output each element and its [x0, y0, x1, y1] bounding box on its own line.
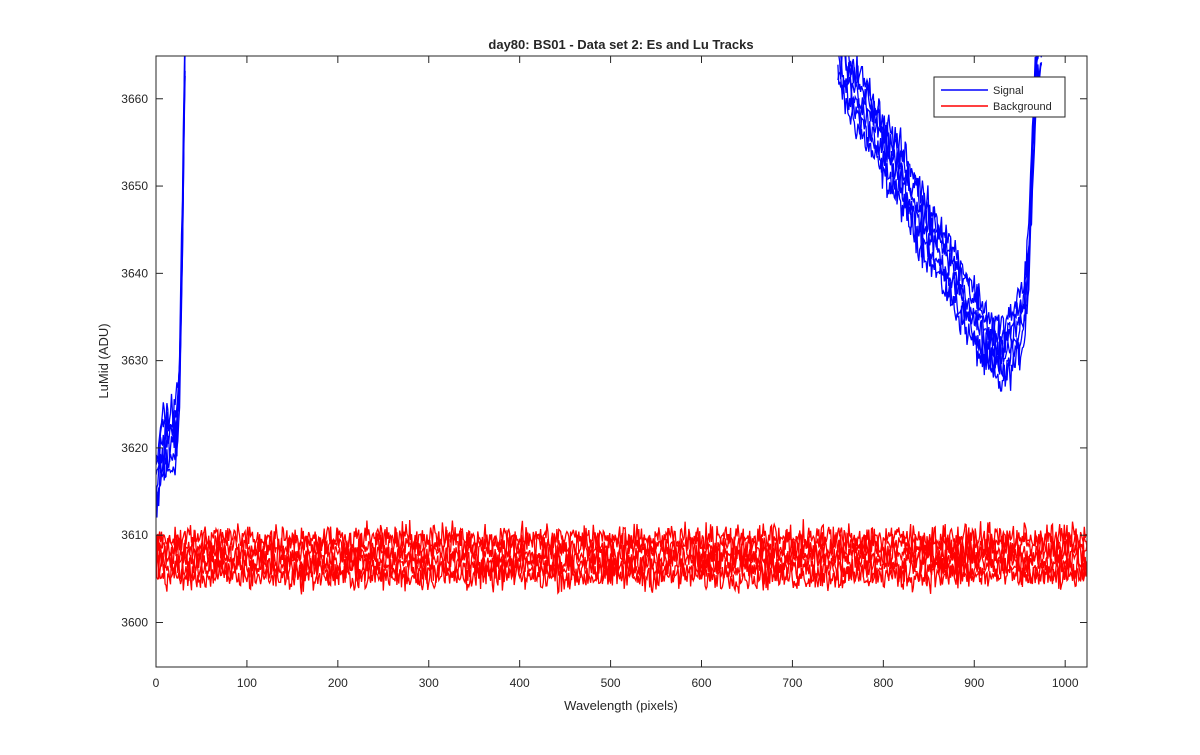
x-tick-label: 600 — [691, 676, 711, 690]
x-tick-label: 0 — [153, 676, 160, 690]
y-axis: 3600 3610 3620 3630 3640 3650 3660 — [121, 92, 1087, 629]
legend: Signal Background — [933, 76, 1066, 118]
y-axis-label: LuMid (ADU) — [96, 323, 111, 398]
x-tick-label: 200 — [328, 676, 348, 690]
x-tick-label: 700 — [782, 676, 802, 690]
x-tick-label: 100 — [237, 676, 257, 690]
x-tick-label: 400 — [510, 676, 530, 690]
x-axis-label: Wavelength (pixels) — [564, 698, 678, 713]
background-series-line — [156, 532, 1087, 572]
legend-signal-label: Signal — [993, 85, 1024, 97]
y-tick-label: 3650 — [121, 179, 148, 193]
legend-background-label: Background — [993, 101, 1052, 113]
background-series-line — [156, 519, 1087, 556]
axes-box — [155, 55, 1088, 668]
x-tick-label: 300 — [419, 676, 439, 690]
y-tick-label: 3620 — [121, 441, 148, 455]
x-tick-label: 500 — [601, 676, 621, 690]
legend-box — [933, 76, 1066, 118]
y-tick-label: 3640 — [121, 266, 148, 280]
series-layer — [156, 56, 1087, 595]
x-tick-label: 800 — [873, 676, 893, 690]
x-tick-label: 900 — [964, 676, 984, 690]
y-tick-label: 3630 — [121, 354, 148, 368]
chart-title: day80: BS01 - Data set 2: Es and Lu Trac… — [488, 37, 753, 52]
x-tick-label: 1000 — [1052, 676, 1079, 690]
y-tick-label: 3660 — [121, 92, 148, 106]
y-tick-label: 3600 — [121, 615, 148, 629]
y-tick-label: 3610 — [121, 528, 148, 542]
x-axis: 0 100 200 300 400 500 600 700 800 900 1000 — [153, 56, 1079, 690]
signal-series-line — [156, 56, 1038, 466]
background-series-line — [156, 541, 1087, 581]
